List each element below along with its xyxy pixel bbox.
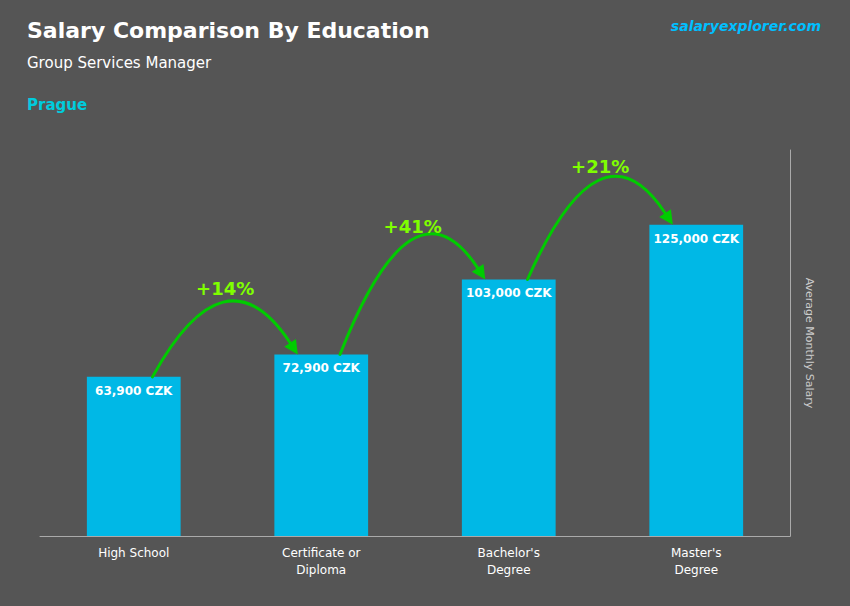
svg-text:125,000 CZK: 125,000 CZK bbox=[653, 232, 739, 246]
svg-text:Salary Comparison By Education: Salary Comparison By Education bbox=[27, 18, 430, 43]
svg-text:Degree: Degree bbox=[674, 563, 718, 577]
svg-text:Bachelor's: Bachelor's bbox=[478, 546, 540, 560]
svg-text:72,900 CZK: 72,900 CZK bbox=[283, 361, 361, 375]
svg-text:salaryexplorer.com: salaryexplorer.com bbox=[671, 18, 821, 34]
svg-text:Degree: Degree bbox=[487, 563, 531, 577]
svg-text:+41%: +41% bbox=[384, 216, 442, 237]
svg-text:Diploma: Diploma bbox=[296, 563, 346, 577]
svg-text:63,900 CZK: 63,900 CZK bbox=[95, 384, 173, 398]
svg-text:Prague: Prague bbox=[27, 96, 87, 114]
svg-text:High School: High School bbox=[98, 546, 169, 560]
svg-text:Group Services Manager: Group Services Manager bbox=[27, 54, 212, 72]
svg-text:+21%: +21% bbox=[571, 156, 629, 177]
svg-text:+14%: +14% bbox=[196, 278, 254, 299]
svg-text:Average Monthly Salary: Average Monthly Salary bbox=[803, 278, 816, 409]
svg-text:103,000 CZK: 103,000 CZK bbox=[466, 286, 552, 300]
svg-text:Certificate or: Certificate or bbox=[282, 546, 360, 560]
svg-text:Master's: Master's bbox=[671, 546, 722, 560]
